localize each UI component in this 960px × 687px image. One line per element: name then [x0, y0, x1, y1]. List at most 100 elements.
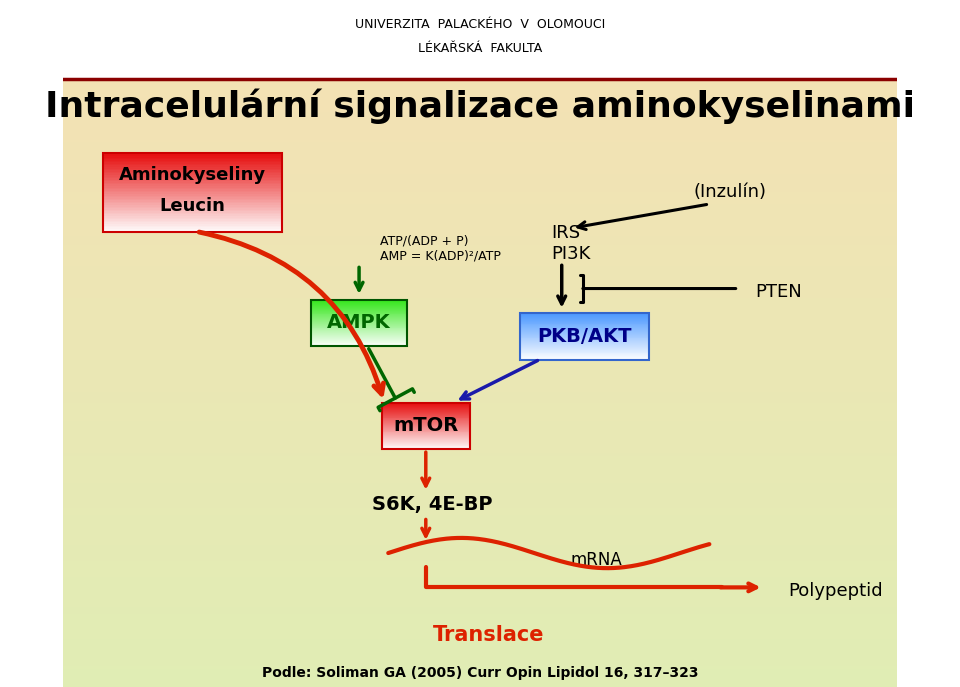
Bar	[63, 5, 897, 7]
Bar	[63, 115, 897, 117]
Bar	[103, 183, 282, 185]
Bar	[63, 94, 897, 96]
Bar	[63, 398, 897, 401]
Bar	[63, 424, 897, 426]
Bar	[63, 536, 897, 538]
Bar	[519, 350, 649, 352]
Bar	[63, 403, 897, 405]
Bar	[63, 641, 897, 644]
Bar	[311, 331, 407, 333]
Bar	[63, 225, 897, 227]
Bar	[63, 36, 897, 39]
Bar	[63, 321, 897, 323]
Bar	[63, 449, 897, 451]
Bar	[63, 481, 897, 483]
Bar	[311, 336, 407, 337]
Bar	[63, 401, 897, 403]
Bar	[63, 0, 897, 2]
Bar	[63, 510, 897, 513]
Bar	[103, 199, 282, 201]
Bar	[63, 117, 897, 119]
Bar	[63, 71, 897, 74]
Bar	[382, 407, 469, 408]
Bar	[519, 329, 649, 330]
Bar	[519, 357, 649, 358]
Bar	[103, 159, 282, 161]
Bar	[519, 324, 649, 326]
Bar	[63, 14, 897, 16]
Bar	[63, 357, 897, 359]
Bar	[103, 157, 282, 159]
Bar	[63, 634, 897, 637]
Bar	[63, 96, 897, 98]
Text: Polypeptid: Polypeptid	[788, 582, 883, 600]
Bar	[63, 671, 897, 673]
Bar	[63, 355, 897, 357]
Bar	[63, 227, 897, 229]
Bar	[519, 316, 649, 317]
Bar	[63, 91, 897, 94]
Bar	[103, 161, 282, 162]
Bar	[63, 472, 897, 474]
Bar	[63, 346, 897, 348]
Bar	[63, 69, 897, 71]
Bar	[63, 504, 897, 506]
Bar	[63, 572, 897, 575]
Bar	[519, 322, 649, 323]
Bar	[63, 39, 897, 41]
Bar	[382, 429, 469, 431]
Bar	[63, 50, 897, 53]
Bar	[63, 128, 897, 131]
Bar	[519, 333, 649, 334]
Bar	[63, 467, 897, 469]
Bar	[63, 339, 897, 341]
Bar	[63, 9, 897, 12]
Bar	[63, 323, 897, 325]
Bar	[311, 328, 407, 330]
Bar	[519, 321, 649, 322]
Bar	[63, 55, 897, 57]
Bar	[63, 524, 897, 527]
Bar	[519, 336, 649, 337]
Bar	[103, 166, 282, 167]
Bar	[63, 584, 897, 586]
Bar	[63, 167, 897, 170]
Bar	[63, 380, 897, 383]
Bar	[63, 662, 897, 664]
Bar	[311, 319, 407, 320]
Bar	[63, 12, 897, 14]
Bar	[63, 502, 897, 504]
Bar	[63, 596, 897, 598]
Bar	[103, 155, 282, 156]
Bar	[63, 218, 897, 220]
Bar	[63, 442, 897, 444]
Bar	[63, 668, 897, 671]
Bar	[311, 311, 407, 312]
Bar	[311, 320, 407, 321]
Bar	[63, 428, 897, 431]
Bar	[311, 316, 407, 317]
Bar	[63, 627, 897, 630]
Bar	[103, 230, 282, 232]
Bar	[63, 664, 897, 666]
Bar	[63, 174, 897, 177]
Bar	[311, 309, 407, 310]
Bar	[63, 582, 897, 584]
Bar	[63, 43, 897, 46]
Bar	[103, 225, 282, 227]
Bar	[63, 98, 897, 101]
Bar	[103, 221, 282, 223]
Bar	[63, 520, 897, 522]
Bar	[63, 206, 897, 208]
Bar	[63, 302, 897, 304]
Bar	[103, 175, 282, 177]
Bar	[63, 538, 897, 541]
Bar	[63, 554, 897, 556]
Bar	[519, 337, 649, 339]
Bar	[63, 675, 897, 678]
Bar	[63, 488, 897, 490]
Bar	[519, 354, 649, 355]
Bar	[63, 153, 897, 156]
Text: Intracelulární signalizace aminokyselinami: Intracelulární signalizace aminokyselina…	[45, 89, 915, 124]
Bar	[63, 541, 897, 543]
